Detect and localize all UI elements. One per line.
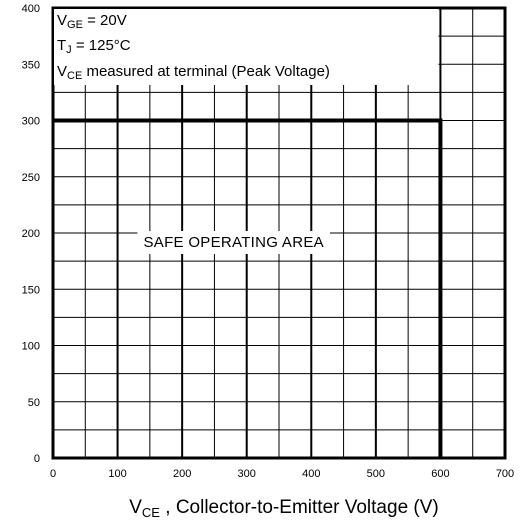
x-tick-label: 100	[108, 468, 126, 480]
y-tick-label: 0	[34, 453, 40, 465]
soa-region	[53, 118, 443, 458]
y-tick-label: 350	[22, 59, 40, 71]
x-tick-label: 700	[496, 468, 514, 480]
region-label-box	[137, 231, 330, 254]
condition-tj: TJ = 125°C	[57, 37, 131, 56]
y-tick-label: 300	[22, 116, 40, 128]
y-tick-label: 100	[22, 341, 40, 353]
conditions-box	[54, 9, 439, 85]
x-tick-label: 400	[302, 468, 320, 480]
x-tick-label: 600	[431, 468, 449, 480]
x-tick-label: 200	[173, 468, 191, 480]
y-tick-label: 250	[22, 172, 40, 184]
x-axis-title: VCE , Collector-to-Emitter Voltage (V)	[129, 497, 439, 520]
condition-vge: VGE = 20V	[57, 12, 127, 31]
y-tick-label: 400	[22, 3, 40, 15]
plot-frame	[51, 6, 507, 460]
region-label: SAFE OPERATING AREA	[143, 234, 323, 251]
soa-boundary-line	[53, 118, 443, 458]
x-tick-label: 0	[50, 468, 56, 480]
y-tick-label: 50	[28, 397, 40, 409]
y-tick-label: 200	[22, 228, 40, 240]
x-tick-label: 500	[367, 468, 385, 480]
y-tick-label: 150	[22, 284, 40, 296]
x-tick-label: 300	[238, 468, 256, 480]
condition-vce: VCE measured at terminal (Peak Voltage)	[57, 63, 330, 82]
tick-labels: 0 100 200 300 400 500 600 700 0 50 100 150 200 250 300…	[22, 3, 515, 480]
